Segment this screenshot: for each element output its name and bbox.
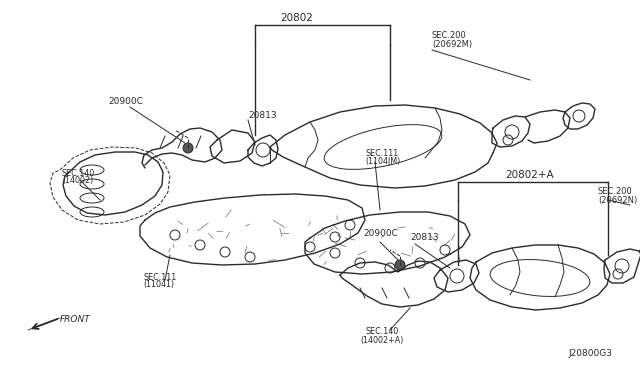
Text: 20802: 20802 <box>280 13 314 23</box>
Text: J20800G3: J20800G3 <box>568 350 612 359</box>
Text: SEC.140: SEC.140 <box>62 169 95 177</box>
Text: (1104JM): (1104JM) <box>365 157 400 166</box>
Text: SEC.140: SEC.140 <box>365 327 399 337</box>
Text: SEC.200: SEC.200 <box>598 187 633 196</box>
Text: SEC.111: SEC.111 <box>143 273 176 282</box>
Text: 20900C: 20900C <box>108 97 143 106</box>
Text: 20813: 20813 <box>248 110 276 119</box>
Circle shape <box>395 260 405 270</box>
Text: FRONT: FRONT <box>60 315 91 324</box>
Text: 20900C: 20900C <box>363 228 398 237</box>
Text: 20813: 20813 <box>410 232 438 241</box>
Text: SEC.200: SEC.200 <box>432 31 467 39</box>
Text: (20692M): (20692M) <box>432 39 472 48</box>
Text: (20692N): (20692N) <box>598 196 637 205</box>
Text: (11041): (11041) <box>143 280 174 289</box>
Text: (14002): (14002) <box>62 176 93 186</box>
Circle shape <box>183 143 193 153</box>
Text: SEC.111: SEC.111 <box>365 148 398 157</box>
Text: (14002+A): (14002+A) <box>360 337 404 346</box>
Text: 20802+A: 20802+A <box>506 170 554 180</box>
